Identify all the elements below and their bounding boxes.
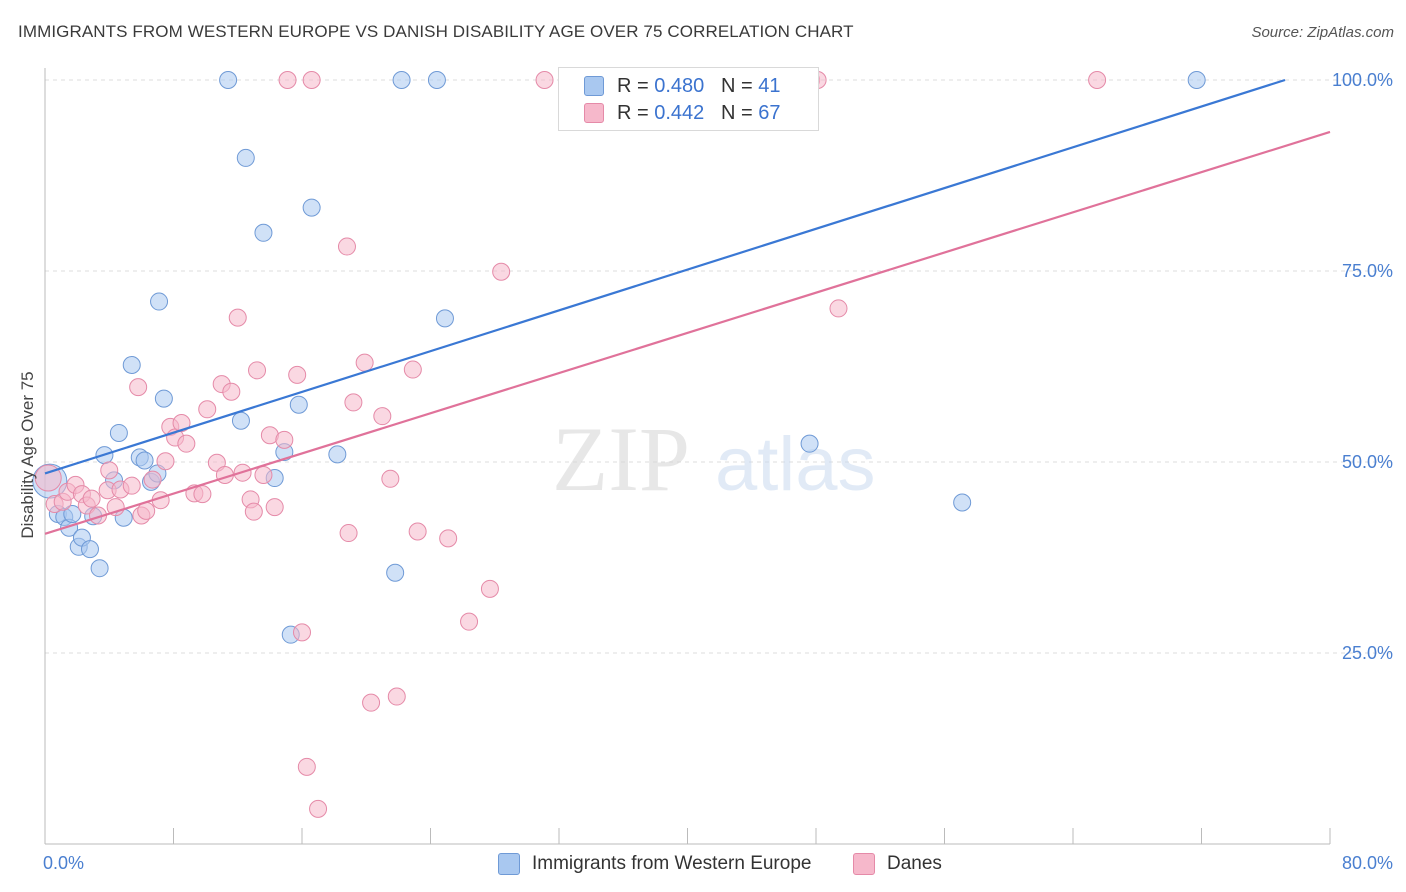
legend-swatch-western-europe (584, 76, 604, 96)
point-danes (387, 687, 406, 706)
n-value: 67 (758, 101, 781, 124)
y-axis-label: Disability Age Over 75 (18, 371, 37, 538)
point-western-europe (392, 71, 411, 89)
point-danes (309, 799, 328, 818)
point-danes (244, 502, 263, 521)
point-danes (492, 262, 511, 281)
point-danes (193, 485, 212, 504)
point-western-europe (289, 395, 308, 414)
r-label: R = (617, 101, 655, 124)
point-western-europe (386, 563, 405, 582)
point-danes (337, 237, 356, 256)
legend-swatch-danes (584, 103, 604, 123)
y-tick-label: 50.0% (1342, 452, 1393, 472)
point-danes (275, 430, 294, 449)
legend-item-western-europe: Immigrants from Western Europe (498, 852, 811, 876)
point-western-europe (150, 292, 169, 311)
watermark: ZIP atlas (552, 408, 876, 510)
point-danes (381, 469, 400, 488)
n-label: N = (720, 74, 759, 97)
r-value: 0.442 (654, 101, 705, 124)
r-value: 0.480 (654, 74, 705, 97)
x-tick-label: 0.0% (43, 853, 84, 873)
point-danes (355, 353, 374, 372)
point-danes (302, 71, 321, 89)
point-danes (535, 71, 554, 89)
point-western-europe (109, 423, 128, 442)
point-danes (362, 693, 381, 712)
r-label: R = (617, 74, 655, 97)
axes (44, 68, 1331, 845)
point-danes (254, 465, 273, 484)
y-tick-label: 25.0% (1342, 643, 1393, 663)
point-western-europe (63, 504, 82, 523)
point-danes (156, 452, 175, 471)
point-danes (172, 414, 191, 433)
legend-label-danes: Danes (887, 853, 942, 874)
legend-swatch-western-europe (498, 853, 520, 875)
point-western-europe (122, 355, 141, 374)
trend-line-danes (44, 130, 1331, 535)
point-western-europe (80, 540, 99, 559)
point-danes (373, 407, 392, 426)
point-western-europe (236, 148, 255, 167)
n-value: 41 (758, 74, 781, 97)
point-danes (177, 434, 196, 453)
point-western-europe (302, 198, 321, 217)
point-western-europe (90, 559, 109, 578)
point-danes (34, 464, 62, 492)
point-western-europe (254, 223, 273, 242)
point-danes (265, 498, 284, 517)
point-danes (288, 365, 307, 384)
point-danes (1088, 71, 1107, 89)
point-western-europe (953, 493, 972, 512)
point-western-europe (435, 309, 454, 328)
point-western-europe (1187, 71, 1206, 89)
y-tick-label: 75.0% (1342, 261, 1393, 281)
source-label: Source: ZipAtlas.com (1251, 24, 1394, 41)
legend-item-danes: Danes (853, 852, 942, 876)
x-tick-label: 80.0% (1342, 853, 1393, 873)
point-danes (344, 393, 363, 412)
point-western-europe (219, 71, 238, 89)
point-western-europe (154, 389, 173, 408)
point-western-europe (800, 434, 819, 453)
legend-label-western-europe: Immigrants from Western Europe (532, 853, 812, 874)
point-danes (439, 529, 458, 548)
point-danes (408, 522, 427, 541)
point-danes (460, 612, 479, 631)
point-danes (198, 400, 217, 419)
point-western-europe (328, 445, 347, 464)
point-danes (829, 299, 848, 318)
stats-legend: R = 0.480 N = 41 R = 0.442 N = 67 (558, 67, 819, 131)
point-western-europe (231, 411, 250, 430)
point-danes (82, 489, 101, 508)
point-danes (293, 623, 311, 642)
y-tick-label: 100.0% (1332, 70, 1393, 90)
trend-line-western-europe (44, 78, 1286, 475)
n-label: N = (720, 101, 759, 124)
grid-lines (45, 79, 1392, 654)
point-danes (143, 470, 162, 489)
point-danes (248, 361, 267, 380)
point-danes (297, 757, 316, 776)
point-danes (278, 71, 297, 89)
point-danes (403, 360, 422, 379)
point-danes (228, 308, 247, 327)
point-danes (100, 461, 119, 480)
legend-swatch-danes (853, 853, 875, 875)
chart-title: IMMIGRANTS FROM WESTERN EUROPE VS DANISH… (18, 22, 854, 41)
watermark-atlas: atlas (715, 422, 876, 507)
point-danes (122, 476, 141, 495)
point-danes (480, 579, 499, 598)
point-western-europe (427, 71, 446, 89)
point-western-europe (135, 451, 154, 470)
watermark-zip: ZIP (552, 408, 690, 510)
point-danes (129, 378, 148, 397)
point-danes (339, 524, 358, 543)
point-danes (222, 382, 241, 401)
